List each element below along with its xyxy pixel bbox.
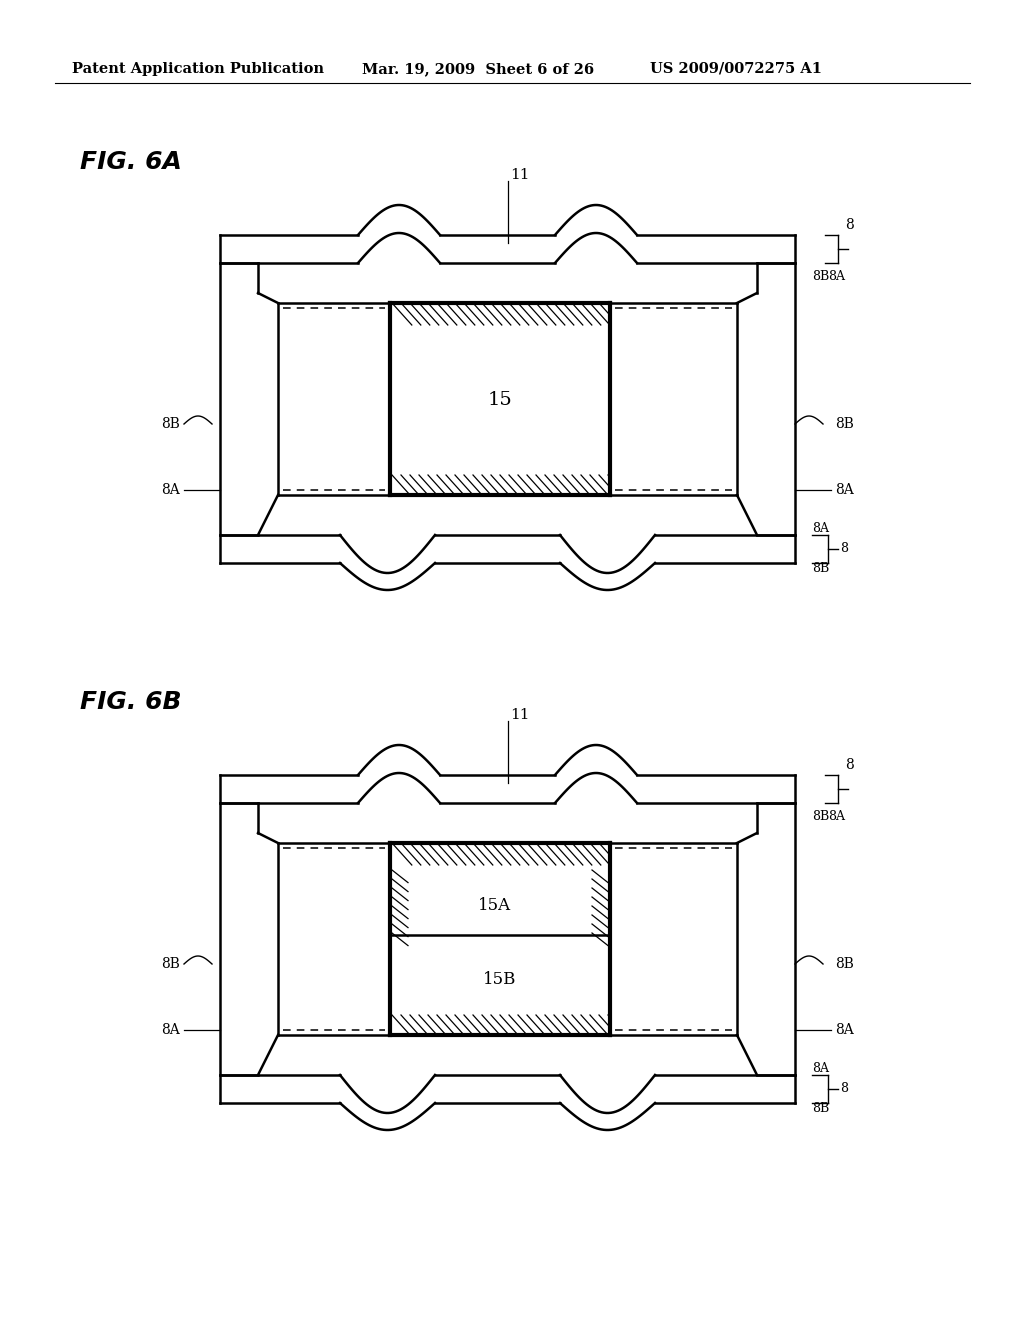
Text: 8A: 8A bbox=[835, 483, 854, 498]
Text: 8: 8 bbox=[845, 218, 854, 232]
Text: 8: 8 bbox=[845, 758, 854, 772]
Text: 8B: 8B bbox=[812, 562, 829, 576]
Text: 8B: 8B bbox=[161, 417, 180, 432]
Text: 8B: 8B bbox=[835, 417, 854, 432]
Text: 8A: 8A bbox=[828, 271, 845, 284]
Text: 8B: 8B bbox=[812, 271, 829, 284]
Text: 8A: 8A bbox=[812, 523, 829, 536]
Text: 8B: 8B bbox=[812, 810, 829, 824]
Text: 8B: 8B bbox=[812, 1102, 829, 1115]
Text: Mar. 19, 2009  Sheet 6 of 26: Mar. 19, 2009 Sheet 6 of 26 bbox=[362, 62, 594, 77]
Text: FIG. 6B: FIG. 6B bbox=[80, 690, 181, 714]
Text: 8A: 8A bbox=[161, 483, 180, 498]
Text: FIG. 6A: FIG. 6A bbox=[80, 150, 182, 174]
Text: 8B: 8B bbox=[161, 957, 180, 972]
Text: 8A: 8A bbox=[835, 1023, 854, 1038]
Text: 8A: 8A bbox=[812, 1063, 829, 1076]
Text: 8A: 8A bbox=[161, 1023, 180, 1038]
Text: 8B: 8B bbox=[835, 957, 854, 972]
Text: 11: 11 bbox=[510, 708, 529, 722]
Text: 15A: 15A bbox=[478, 896, 512, 913]
Text: US 2009/0072275 A1: US 2009/0072275 A1 bbox=[650, 62, 822, 77]
Text: 11: 11 bbox=[510, 168, 529, 182]
Text: 8: 8 bbox=[840, 543, 848, 556]
Text: 15B: 15B bbox=[483, 972, 517, 989]
Text: 8: 8 bbox=[840, 1082, 848, 1096]
Text: 15: 15 bbox=[487, 391, 512, 409]
Text: 8A: 8A bbox=[828, 810, 845, 824]
Text: Patent Application Publication: Patent Application Publication bbox=[72, 62, 324, 77]
